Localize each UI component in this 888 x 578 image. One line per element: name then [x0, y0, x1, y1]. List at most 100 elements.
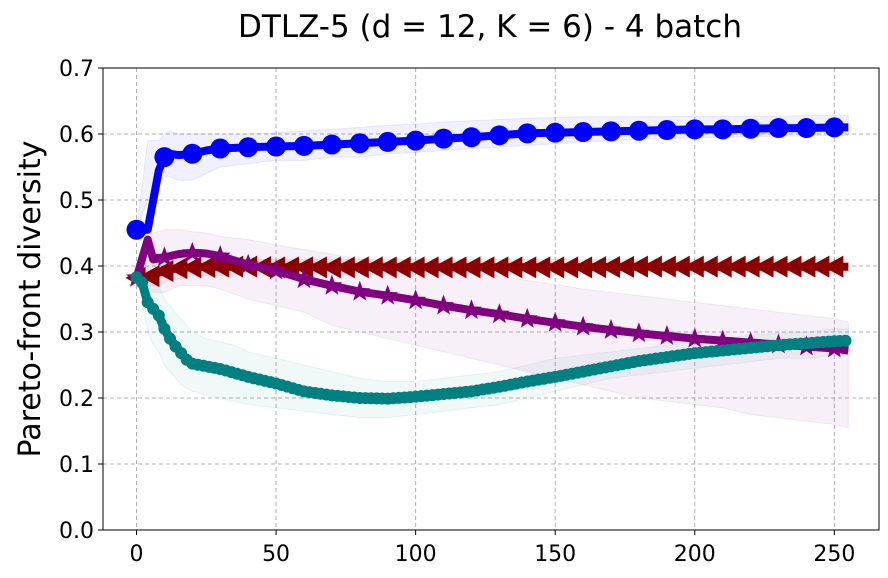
marker-darkred-triangle [697, 255, 718, 278]
marker-blue-circle [573, 122, 594, 143]
marker-blue-circle [517, 123, 538, 144]
marker-darkred-triangle [809, 255, 830, 278]
marker-darkred-triangle [725, 255, 746, 278]
marker-teal-circle [839, 334, 852, 347]
marker-darkred-triangle [348, 256, 369, 279]
marker-darkred-triangle [655, 255, 676, 278]
marker-darkred-triangle [488, 256, 509, 279]
marker-blue-circle [601, 121, 622, 142]
data-series [125, 117, 852, 405]
marker-purple-star [823, 337, 845, 358]
marker-purple-star [656, 325, 678, 345]
axis-ticks: 0 50 100 150 200 250 0.0 0.1 0.2 0.3 0.4 0.5 0.6 0.7 [59, 57, 855, 567]
marker-darkred-triangle [739, 255, 760, 278]
y-tick-label: 0.4 [59, 255, 94, 280]
marker-teal-circle [158, 322, 171, 335]
marker-teal-circle [136, 276, 149, 289]
marker-purple-star [153, 246, 175, 267]
marker-blue-circle [238, 137, 259, 158]
marker-blue-circle [126, 219, 147, 240]
marker-darkred-triangle [544, 256, 565, 279]
marker-purple-star [321, 274, 343, 295]
marker-darkred-triangle [572, 256, 593, 279]
marker-blue-circle [321, 134, 342, 155]
x-tick-label: 0 [129, 542, 143, 567]
marker-purple-star [405, 289, 427, 310]
x-tick-label: 200 [674, 542, 716, 567]
marker-purple-star [684, 327, 706, 348]
y-axis-label: Pareto-front diversity [13, 140, 48, 457]
marker-darkred-triangle [558, 256, 579, 279]
marker-blue-circle [377, 131, 398, 152]
marker-blue-circle [154, 147, 175, 168]
marker-blue-circle [266, 136, 287, 157]
marker-darkred-triangle [683, 255, 704, 278]
series-teal-circle [130, 271, 852, 405]
marker-darkred-triangle [613, 255, 634, 278]
marker-purple-star [628, 322, 650, 343]
marker-darkred-triangle [418, 256, 439, 279]
x-tick-label: 50 [262, 542, 290, 567]
chart-title: DTLZ-5 (d = 12, K = 6) - 4 batch [238, 9, 742, 45]
marker-darkred-triangle [376, 256, 397, 279]
marker-darkred-triangle [627, 255, 648, 278]
x-tick-label: 250 [813, 542, 855, 567]
marker-purple-star [488, 303, 510, 324]
marker-darkred-triangle [432, 256, 453, 279]
y-tick-label: 0.5 [59, 189, 94, 214]
marker-blue-circle [545, 122, 566, 143]
marker-darkred-triangle [516, 256, 537, 279]
marker-darkred-triangle [502, 256, 523, 279]
marker-darkred-triangle [195, 255, 216, 278]
marker-purple-star [349, 280, 371, 301]
y-tick-label: 0.6 [59, 123, 94, 148]
y-tick-label: 0.0 [59, 519, 94, 544]
marker-darkred-triangle [586, 256, 607, 279]
marker-teal-circle [152, 309, 165, 322]
marker-darkred-triangle [795, 255, 816, 278]
marker-blue-circle [824, 117, 845, 138]
y-tick-label: 0.7 [59, 57, 94, 82]
marker-blue-circle [461, 127, 482, 148]
marker-darkred-triangle [641, 255, 662, 278]
marker-blue-circle [656, 120, 677, 141]
marker-purple-star [461, 299, 482, 320]
marker-darkred-triangle [781, 255, 802, 278]
marker-darkred-triangle [711, 255, 732, 278]
marker-darkred-triangle [362, 256, 383, 279]
marker-blue-circle [628, 120, 649, 141]
marker-darkred-triangle [474, 256, 495, 279]
marker-blue-circle [293, 135, 314, 156]
series-purple-star [126, 235, 849, 358]
marker-purple-star [712, 329, 734, 350]
marker-blue-circle [433, 128, 454, 149]
marker-purple-star [237, 253, 259, 274]
marker-blue-circle [210, 138, 231, 159]
marker-darkred-triangle [600, 255, 621, 278]
marker-darkred-triangle [753, 255, 774, 278]
marker-darkred-triangle [669, 255, 690, 278]
marker-blue-circle [684, 119, 705, 140]
marker-blue-circle [405, 130, 426, 151]
marker-darkred-triangle [530, 256, 551, 279]
marker-purple-star [516, 307, 538, 328]
marker-blue-circle [489, 125, 510, 146]
marker-darkred-triangle [181, 256, 202, 279]
marker-darkred-triangle [306, 256, 327, 279]
marker-darkred-triangle [404, 256, 425, 279]
series-blue-circle [126, 117, 849, 240]
marker-darkred-triangle [767, 255, 788, 278]
marker-purple-star [433, 294, 454, 315]
marker-darkred-triangle [167, 257, 188, 280]
marker-purple-star [265, 259, 287, 280]
plot-frame [102, 67, 880, 531]
y-tick-label: 0.2 [59, 387, 94, 412]
x-tick-label: 150 [534, 542, 576, 567]
marker-blue-circle [349, 133, 370, 154]
marker-darkred-triangle [334, 256, 355, 279]
marker-darkred-triangle [823, 255, 844, 278]
marker-purple-star [600, 319, 622, 339]
marker-darkred-triangle [460, 256, 481, 279]
marker-purple-star [740, 331, 762, 352]
